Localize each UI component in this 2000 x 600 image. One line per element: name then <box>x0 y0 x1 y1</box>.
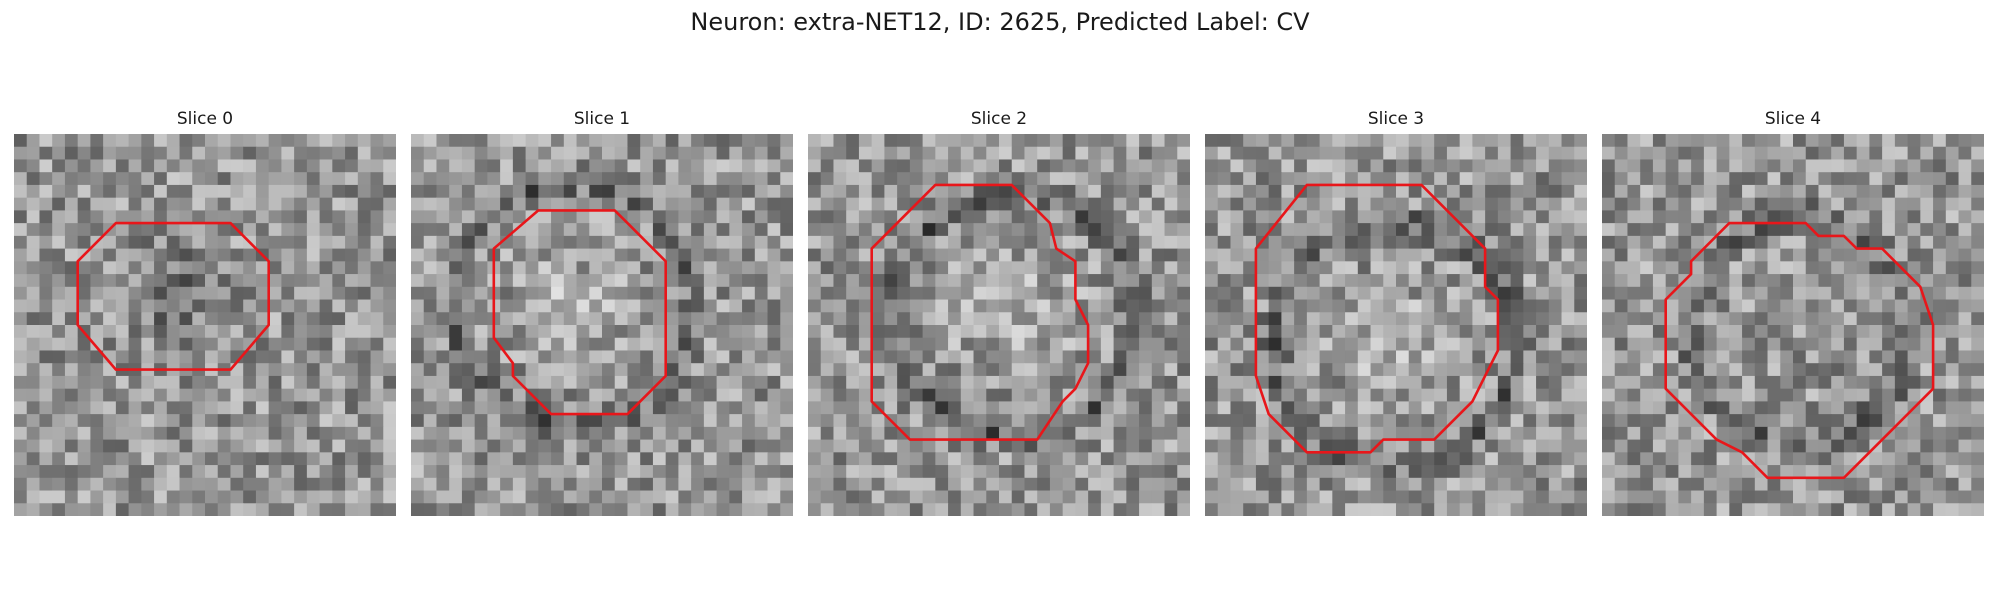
slice-image-2 <box>808 134 1190 516</box>
pixel-grid <box>411 134 793 516</box>
pixel-grid <box>14 134 396 516</box>
roi-contour <box>492 209 667 416</box>
slice-panel-2: Slice 2 <box>808 108 1190 516</box>
slice-title: Slice 4 <box>1764 109 1822 129</box>
slice-image-4 <box>1602 134 1984 516</box>
slice-title: Slice 3 <box>1367 109 1425 129</box>
roi-contour <box>870 183 1090 441</box>
slice-panel-4: Slice 4 <box>1602 108 1984 516</box>
slice-image-1 <box>411 134 793 516</box>
pixel-grid <box>808 134 1190 516</box>
slice-image-3 <box>1205 134 1587 516</box>
figure-title: Neuron: extra-NET12, ID: 2625, Predicted… <box>690 8 1310 36</box>
slice-image-0 <box>14 134 396 516</box>
roi-contour <box>76 221 270 371</box>
slice-panel-3: Slice 3 <box>1205 108 1587 516</box>
roi-contour <box>1664 221 1935 480</box>
slice-panel-0: Slice 0 <box>14 108 396 516</box>
slice-title: Slice 1 <box>573 109 631 129</box>
slice-title: Slice 2 <box>970 109 1028 129</box>
roi-contour <box>1254 183 1500 454</box>
pixel-grid <box>1602 134 1984 516</box>
slice-panel-1: Slice 1 <box>411 108 793 516</box>
pixel-grid <box>1205 134 1587 516</box>
slice-title: Slice 0 <box>176 109 234 129</box>
